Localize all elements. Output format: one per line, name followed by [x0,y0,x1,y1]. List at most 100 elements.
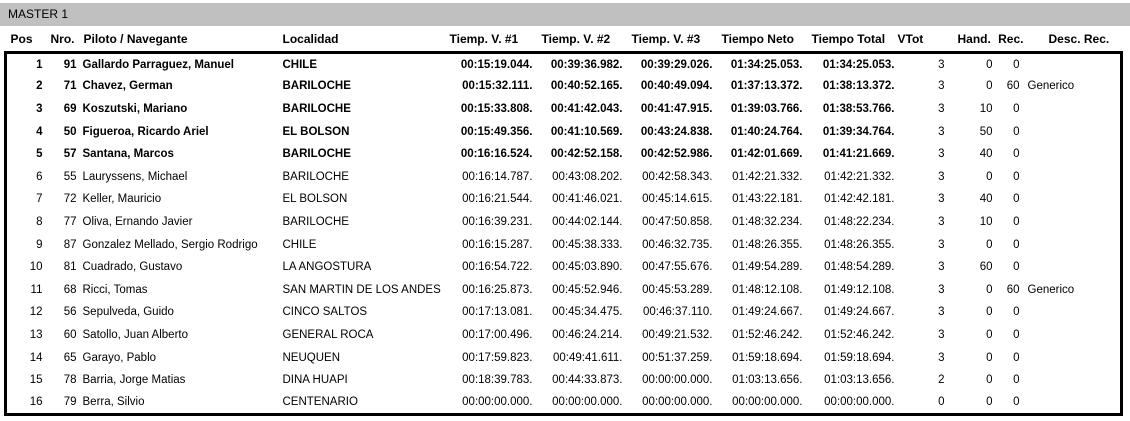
cell-piloto: Satollo, Juan Alberto [82,328,189,341]
cell-pos: 5 [36,148,43,161]
cell-rec: 0 [1013,306,1020,319]
cell-tiempo-v2: 00:45:52.946. [552,283,623,296]
cell-nro: 65 [63,351,77,364]
cell-vtot: 3 [938,306,945,319]
cell-desc-rec [1024,256,1122,279]
header-row: Pos Nro. Piloto / Navegante Localidad Ti… [6,26,1122,53]
cell-desc-rec [1024,324,1122,347]
cell-tiempo-v3: 00:42:58.343. [642,170,713,183]
table-row: 9 87 Gonzalez Mellado, Sergio Rodrigo CH… [6,233,1122,256]
cell-tiempo-total: 01:03:13.656. [824,374,895,387]
table-row: 12 56 Sepulveda, Guido CINCO SALTOS 00:1… [6,301,1122,324]
cell-vtot: 3 [938,170,945,183]
cell-tiempo-total: 01:48:54.289. [824,261,895,274]
cell-tiempo-v1: 00:16:25.873. [462,283,533,296]
cell-tiempo-v2: 00:41:46.021. [552,193,623,206]
cell-pos: 16 [29,395,43,408]
cell-piloto: Garayo, Pablo [82,351,157,364]
cell-nro: 72 [63,193,77,206]
cell-tiempo-v3: 00:00:00.000. [642,374,713,387]
cell-tiempo-v1: 00:16:21.544. [462,193,533,206]
cell-desc-rec: Generico [1027,283,1075,296]
cell-piloto: Gallardo Parraguez, Manuel [82,58,234,71]
cell-piloto: Barria, Jorge Matias [82,374,186,387]
cell-localidad: EL BOLSON [282,193,348,206]
cell-tiempo-total: 01:38:13.372. [822,80,895,93]
cell-tiempo-total: 01:42:42.181. [824,193,895,206]
cell-pos: 8 [36,215,43,228]
cell-nro: 77 [63,215,77,228]
cell-tiempo-v1: 00:15:32.111. [462,80,533,93]
category-title: MASTER 1 [8,7,69,21]
cell-tiempo-total: 01:49:24.667. [824,306,895,319]
cell-tiempo-total: 01:48:22.234. [824,215,895,228]
cell-vtot: 3 [938,102,945,115]
cell-tiempo-v2: 00:46:24.214. [552,328,623,341]
cell-nro: 69 [63,102,77,115]
cell-pos: 14 [29,351,43,364]
table-row: 16 79 Berra, Silvio CENTENARIO 00:00:00.… [6,391,1122,414]
cell-localidad: EL BOLSON [282,125,350,138]
cell-tiempo-v2: 00:43:08.202. [552,170,623,183]
col-header-tiempo-total: Tiempo Total [811,32,886,46]
cell-tiempo-neto: 01:03:13.656. [732,374,803,387]
cell-desc-rec [1024,211,1122,234]
cell-pos: 15 [29,374,43,387]
cell-localidad: GENERAL ROCA [282,328,374,341]
cell-tiempo-v1: 00:16:54.722. [462,261,533,274]
cell-tiempo-v2: 00:42:52.158. [550,148,623,161]
col-header-hand: Hand. [957,32,991,46]
cell-tiempo-v3: 00:42:52.986. [640,148,713,161]
cell-vtot: 3 [938,148,945,161]
cell-pos: 2 [36,80,43,93]
cell-rec: 0 [1013,148,1020,161]
cell-tiempo-v3: 00:47:50.858. [642,215,713,228]
cell-piloto: Chavez, German [82,80,173,93]
cell-rec: 0 [1013,58,1020,71]
cell-rec: 0 [1013,102,1020,115]
cell-tiempo-neto: 01:48:32.234. [732,215,803,228]
cell-tiempo-neto: 01:49:24.667. [732,306,803,319]
cell-tiempo-v1: 00:16:14.787. [462,170,533,183]
cell-tiempo-neto: 00:00:00.000. [732,395,803,408]
cell-tiempo-v2: 00:44:33.873. [552,374,623,387]
results-table: Pos Nro. Piloto / Navegante Localidad Ti… [4,26,1123,416]
cell-localidad: BARILOCHE [282,215,349,228]
table-row: 14 65 Garayo, Pablo NEUQUEN 00:17:59.823… [6,346,1122,369]
cell-hand: 0 [986,351,993,364]
results-table-body: 1 91 Gallardo Parraguez, Manuel CHILE 00… [5,52,1122,414]
cell-desc-rec [1024,301,1122,324]
cell-tiempo-total: 01:52:46.242. [824,328,895,341]
cell-nro: 71 [63,80,77,93]
cell-tiempo-v3: 00:00:00.000. [642,395,713,408]
cell-rec: 0 [1013,351,1020,364]
cell-localidad: CENTENARIO [282,395,358,408]
col-header-localidad: Localidad [282,32,339,46]
cell-desc-rec [1024,346,1122,369]
col-header-vtot: VTot [897,32,924,46]
col-header-tiempo-neto: Tiempo Neto [721,32,794,46]
cell-desc-rec [1024,233,1122,256]
cell-hand: 0 [986,58,993,71]
cell-localidad: BARILOCHE [282,80,351,93]
cell-pos: 13 [29,328,43,341]
cell-vtot: 3 [938,80,945,93]
cell-tiempo-v3: 00:49:21.532. [642,328,713,341]
col-header-rec: Rec. [998,32,1024,46]
cell-vtot: 0 [938,395,945,408]
cell-tiempo-neto: 01:48:12.108. [732,283,803,296]
category-title-bar: MASTER 1 [0,3,1130,26]
cell-hand: 0 [986,395,993,408]
cell-piloto: Gonzalez Mellado, Sergio Rodrigo [82,238,258,251]
cell-localidad: BARILOCHE [282,102,351,115]
cell-piloto: Koszutski, Mariano [82,102,188,115]
cell-desc-rec [1024,369,1122,392]
cell-tiempo-v1: 00:18:39.783. [462,374,533,387]
table-row: 5 57 Santana, Marcos BARILOCHE 00:16:16.… [6,143,1122,166]
cell-desc-rec [1024,53,1122,76]
cell-pos: 1 [36,58,43,71]
cell-vtot: 2 [938,374,945,387]
cell-tiempo-neto: 01:48:26.355. [732,238,803,251]
cell-desc-rec [1024,120,1122,143]
cell-hand: 0 [986,170,993,183]
